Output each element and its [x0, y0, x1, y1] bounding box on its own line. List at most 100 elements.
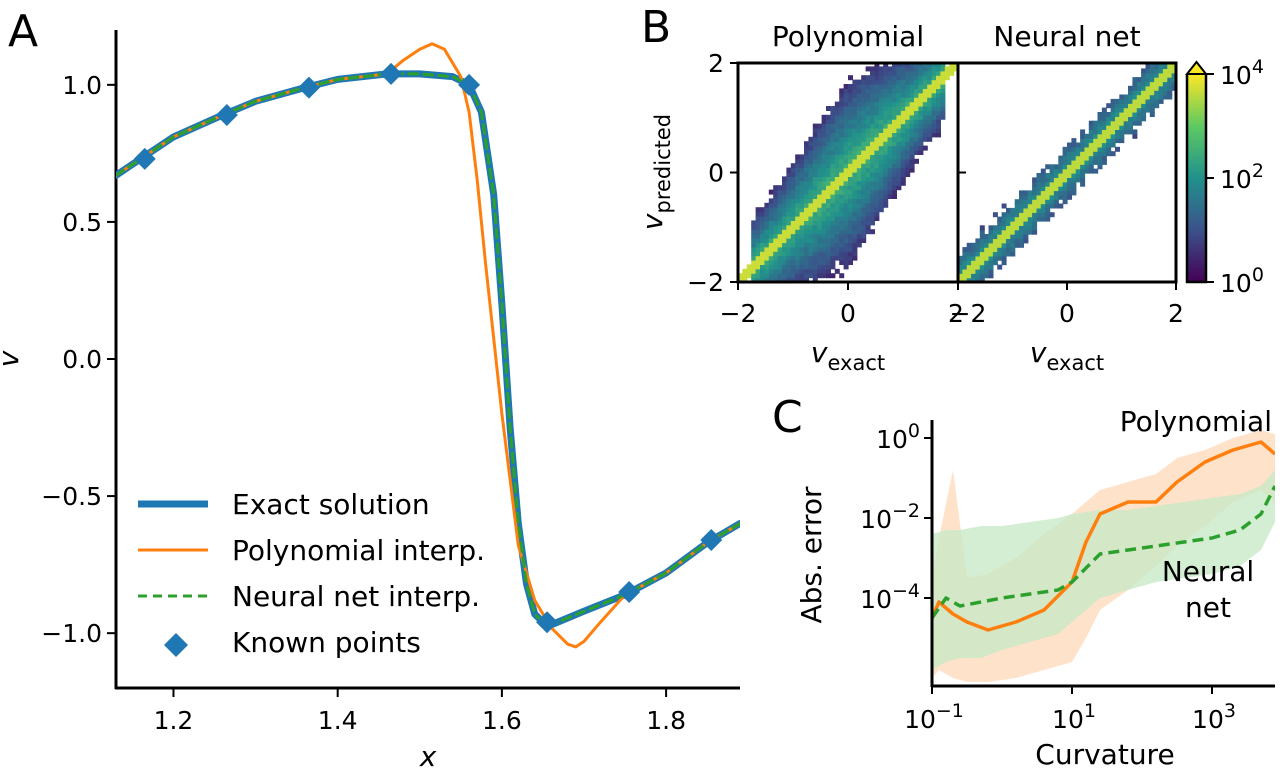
heatmap-cell [799, 189, 805, 195]
plot-area-c [932, 430, 1275, 682]
heatmap-cell [909, 128, 915, 133]
heatmap-cell [905, 154, 911, 160]
heatmap-cell [1067, 151, 1072, 157]
heatmap-cell [764, 251, 770, 257]
heatmap-cell [790, 255, 796, 261]
heatmap-cell [887, 176, 893, 182]
heatmap-cell [777, 229, 783, 235]
heatmap-cell [865, 136, 871, 142]
heatmap-cell [927, 114, 933, 120]
heatmap-cell [870, 189, 875, 195]
heatmap-cell [768, 224, 774, 230]
x-tick-label: −2 [720, 299, 757, 328]
heatmap-cell [870, 176, 875, 182]
heatmap-cell [799, 246, 805, 252]
heatmap-cell [768, 260, 774, 265]
heatmap-cell [1001, 221, 1007, 226]
heatmap-cell [870, 150, 875, 155]
heatmap-cell [992, 229, 998, 235]
heatmap-cell [1071, 146, 1077, 152]
heatmap-cell [817, 233, 823, 239]
heatmap-cell [927, 101, 933, 107]
heatmap-cell [1010, 207, 1016, 213]
heatmap-cell [1019, 194, 1024, 200]
heatmap-cell [1162, 72, 1168, 78]
heatmap-cell [826, 145, 831, 151]
heatmap-cell [852, 224, 858, 230]
heatmap-cell [826, 224, 831, 230]
heatmap-cell [870, 132, 875, 138]
heatmap-cell [848, 220, 853, 226]
heatmap-cell [922, 66, 928, 72]
heatmap-cell [848, 114, 853, 120]
heatmap-cell [936, 114, 941, 120]
heatmap-cell [936, 101, 941, 107]
heatmap-cell [817, 180, 823, 186]
heatmap-cell [808, 150, 814, 155]
heatmap-cell [812, 233, 818, 239]
heatmap-cell [1062, 190, 1068, 196]
heatmap-cell [918, 92, 924, 98]
heatmap-cell [1014, 238, 1020, 244]
heatmap-cell [839, 242, 845, 248]
heatmap-cell [922, 101, 928, 107]
heatmap-cell [887, 84, 893, 89]
heatmap-cell [1149, 112, 1155, 117]
heatmap-cell [949, 70, 955, 76]
heatmap-cell [1084, 138, 1090, 144]
heatmap-cell [808, 167, 814, 173]
series-line-neural-net-interp [116, 72, 740, 627]
heatmap-cell [918, 75, 924, 81]
heatmap-cell [1006, 229, 1011, 235]
heatmap-cell [940, 79, 946, 85]
heatmap-cell [1036, 173, 1042, 178]
heatmap-cell [839, 172, 845, 177]
heatmap-cell [1023, 225, 1029, 231]
heatmap-cell [900, 123, 906, 129]
heatmap-cell [896, 66, 902, 72]
heatmap-cell [773, 229, 779, 235]
heatmap-cell [843, 220, 849, 226]
heatmap-cell [927, 106, 933, 111]
heatmap-cell [878, 150, 884, 155]
heatmap-cell [1149, 85, 1155, 91]
heatmap-cell [799, 172, 805, 177]
heatmap-cell [799, 167, 805, 173]
heatmap-cell [940, 70, 946, 76]
heatmap-cell [878, 114, 884, 120]
heatmap-cell [1032, 194, 1038, 200]
heatmap-cell [821, 233, 827, 239]
heatmap-cell [764, 216, 770, 221]
heatmap-cell [821, 158, 827, 164]
heatmap-cell [856, 185, 862, 191]
heatmap-cell [1001, 212, 1007, 218]
heatmap-cell [764, 202, 770, 208]
heatmap-cell [812, 158, 818, 164]
heatmap-cell [1097, 120, 1103, 126]
x-tick-label: 101 [1052, 700, 1096, 734]
heatmap-cell [808, 136, 814, 142]
heatmap-cell [812, 246, 818, 252]
heatmap-cell [975, 264, 981, 270]
heatmap-cell [848, 128, 853, 133]
heatmap-cell [1097, 164, 1103, 170]
heatmap-cell [830, 154, 836, 160]
heatmap-cell [874, 189, 880, 195]
heatmap-cell [804, 150, 809, 155]
heatmap-cell [900, 97, 906, 103]
heatmap-cell [883, 141, 889, 147]
heatmap-cell [975, 251, 981, 257]
heatmap-cell [918, 88, 924, 94]
heatmap-cell [870, 119, 875, 125]
heatmap-cell [764, 233, 770, 239]
heatmap-cell [786, 189, 792, 195]
heatmap-cell [830, 264, 836, 270]
heatmap-cell [927, 110, 933, 116]
known-point-marker [536, 611, 559, 634]
heatmap-cell [861, 198, 867, 204]
heatmap-cell [865, 88, 871, 94]
heatmap-cell [1141, 98, 1147, 104]
heatmap-cell [804, 185, 809, 191]
heatmap-cell [782, 229, 787, 235]
heatmap-cell [1006, 221, 1011, 226]
